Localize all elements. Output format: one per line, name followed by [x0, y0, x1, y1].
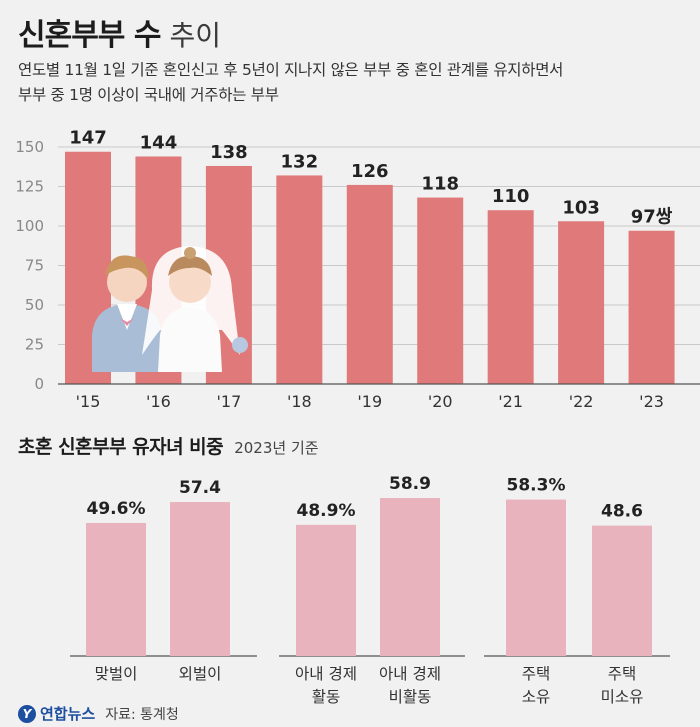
newlywed-couple-illustration: [92, 246, 248, 372]
x-tick-label: 외벌이: [179, 665, 222, 683]
bar-value-label: 57.4: [179, 478, 221, 498]
bar: [170, 502, 230, 656]
x-tick-label: 주택: [608, 665, 637, 683]
bar: [380, 498, 440, 656]
yonhap-logo: Y 연합뉴스: [18, 703, 95, 724]
x-tick-label: 맞벌이: [95, 665, 138, 683]
footer: Y 연합뉴스 자료: 통계청: [18, 703, 179, 724]
bar-value-label: 132: [281, 151, 319, 172]
x-tick-label: '21: [498, 392, 523, 411]
section2-note: 2023년 기준: [234, 439, 319, 457]
x-tick-label: '19: [357, 392, 382, 411]
x-tick-label: '23: [639, 392, 664, 411]
y-tick-label: 75: [25, 257, 44, 275]
source-text: 자료: 통계청: [105, 706, 179, 723]
x-tick-label: 아내 경제: [295, 665, 357, 683]
y-tick-label: 0: [34, 375, 44, 393]
x-tick-label: '20: [428, 392, 453, 411]
x-tick-label: '15: [76, 392, 101, 411]
y-tick-label: 100: [15, 217, 44, 235]
x-tick-label: '18: [287, 392, 312, 411]
bar-value-label: 49.6%: [87, 499, 146, 519]
section2-title-main: 초혼 신혼부부 유자녀 비중: [18, 436, 224, 458]
bar: [487, 210, 534, 384]
x-tick-label: 비활동: [389, 688, 432, 706]
section2-title: 초혼 신혼부부 유자녀 비중 2023년 기준: [18, 432, 319, 459]
bar-value-label: 126: [351, 161, 389, 182]
bar-value-label: 118: [421, 174, 459, 195]
bar: [296, 524, 356, 656]
logo-text: 연합뉴스: [40, 705, 96, 723]
x-tick-label: '17: [217, 392, 242, 411]
bar: [628, 230, 675, 384]
bar-value-label: 144: [140, 132, 178, 153]
x-tick-label: 아내 경제: [379, 665, 441, 683]
y-tick-label: 150: [15, 138, 44, 156]
bar: [86, 522, 146, 656]
bar-value-label: 58.9: [389, 474, 431, 494]
bar-value-label: 138: [210, 142, 248, 163]
x-tick-label: 주택: [522, 665, 551, 683]
description-line-2: 부부 중 1명 이상이 국내에 거주하는 부부: [18, 86, 279, 104]
bar-value-label: 110: [492, 186, 530, 207]
title-main: 신혼부부 수: [18, 18, 161, 53]
y-tick-label: 25: [25, 336, 44, 354]
x-tick-label: '22: [569, 392, 594, 411]
title-suffix: 추이: [169, 19, 222, 52]
bar-value-label: 48.6: [601, 502, 643, 522]
y-tick-label: 50: [25, 296, 44, 314]
bar: [558, 221, 605, 384]
yonhap-logo-icon: Y: [18, 704, 36, 723]
bar-value-label: 48.9%: [297, 501, 356, 521]
bar: [346, 184, 393, 384]
bar: [506, 499, 566, 656]
description-line-1: 연도별 11월 1일 기준 혼인신고 후 5년이 지나지 않은 부부 중 혼인 …: [18, 61, 564, 79]
x-tick-label: 소유: [522, 688, 551, 706]
bar-value-label: 103: [562, 197, 600, 218]
bar-value-label: 58.3%: [507, 476, 566, 496]
x-tick-label: 미소유: [601, 688, 644, 706]
y-tick-label: 125: [15, 178, 44, 196]
bar-value-label: 147: [69, 128, 107, 149]
chart-title: 신혼부부 수 추이: [18, 10, 221, 54]
bar: [276, 175, 323, 384]
chart-description: 연도별 11월 1일 기준 혼인신고 후 5년이 지나지 않은 부부 중 혼인 …: [18, 58, 563, 108]
x-tick-label: 활동: [312, 688, 341, 706]
bar: [417, 197, 464, 384]
bar: [592, 525, 652, 656]
bar-value-label: 97쌍: [631, 207, 673, 228]
x-tick-label: '16: [146, 392, 171, 411]
